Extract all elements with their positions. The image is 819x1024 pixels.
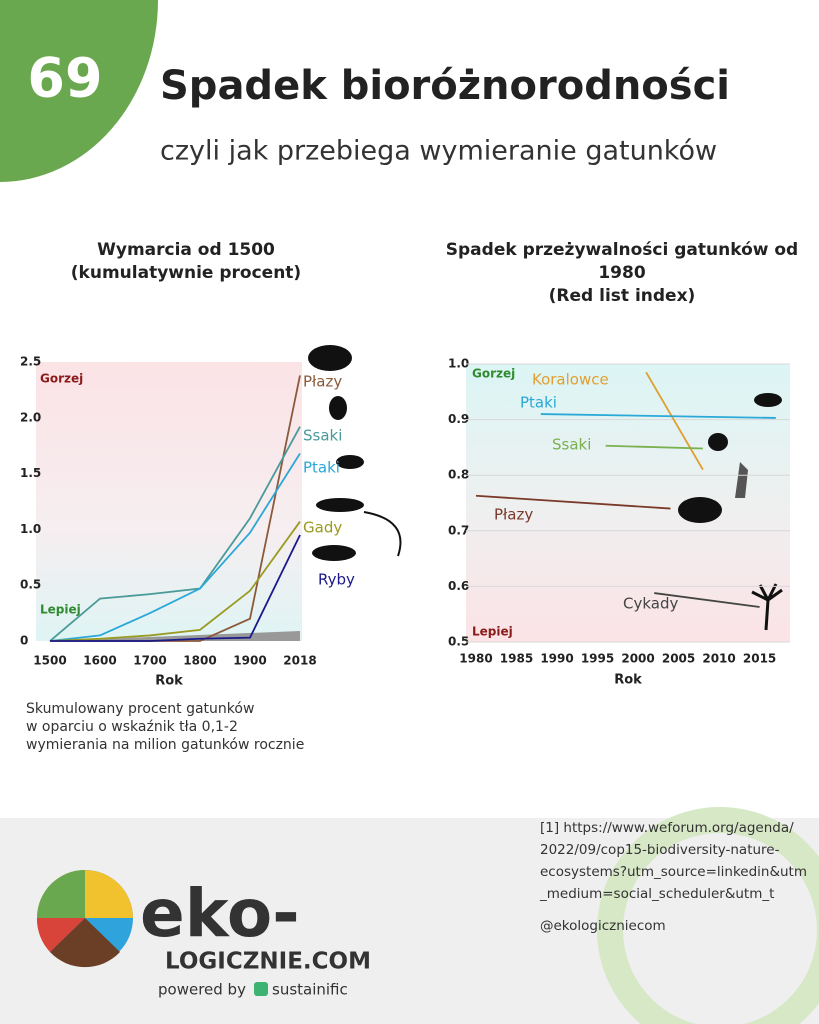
chart-note: Skumulowany procent gatunków [26, 701, 254, 717]
x-axis-label: Rok [614, 673, 642, 688]
y-tick-label: 0.9 [448, 412, 469, 426]
y-tick-label: 2.0 [20, 410, 41, 424]
chart-title: Spadek przeżywalności gatunków od [446, 240, 798, 260]
series-line [49, 426, 301, 642]
silhouettes [308, 345, 783, 631]
x-tick-label: 1995 [581, 652, 614, 666]
series-line [645, 371, 704, 471]
series-label: Ryby [318, 571, 355, 589]
annotation: Lepiej [472, 625, 513, 639]
chart-title: 1980 [598, 263, 645, 283]
page-title: Spadek bioróżnorodności [160, 63, 730, 109]
series-label: Płazy [494, 506, 533, 524]
y-tick-label: 2.5 [20, 355, 41, 369]
series-line [475, 494, 671, 510]
series-line [50, 534, 301, 642]
page-subtitle: czyli jak przebiega wymieranie gatunków [160, 136, 717, 167]
x-tick-label: 1500 [33, 654, 66, 668]
y-tick-label: 0.5 [448, 635, 469, 649]
reference-line: ecosystems?utm_source=linkedin&utm [540, 864, 807, 880]
annotation: Gorzej [472, 367, 515, 381]
plot-bg [466, 364, 790, 642]
chart-title: Wymarcia od 1500 [97, 240, 275, 260]
series-label: Koralowce [532, 371, 609, 389]
brand: sustainific [272, 981, 348, 999]
series-label: Ptaki [303, 459, 340, 477]
x-tick-label: 1900 [233, 654, 266, 668]
footer-band [0, 818, 819, 1024]
x-tick-label: 1990 [540, 652, 573, 666]
logo-sub: LOGICZNIE.COM [165, 949, 371, 975]
annotation: Gorzej [40, 372, 83, 386]
reference-line: [1] https://www.weforum.org/agenda/ [540, 820, 794, 836]
chart-title: (kumulatywnie procent) [71, 263, 301, 283]
page-number: 69 [27, 47, 102, 110]
y-tick-label: 0.5 [20, 578, 41, 592]
x-tick-label: 2018 [283, 654, 316, 668]
series-label: Cykady [623, 595, 678, 613]
x-tick-label: 1600 [83, 654, 116, 668]
header-corner [0, 0, 158, 182]
x-tick-label: 2000 [621, 652, 654, 666]
y-tick-label: 0.8 [448, 468, 469, 482]
brand-icon [254, 982, 268, 996]
y-tick-label: 1.0 [20, 522, 41, 536]
x-tick-label: 1700 [133, 654, 166, 668]
chart-title: (Red list index) [549, 286, 696, 306]
x-axis-label: Rok [155, 674, 183, 689]
powered-by: powered by [158, 981, 246, 999]
series-label: Ptaki [520, 394, 557, 412]
chart-note: w oparciu o wskaźnik tła 0,1-2 [26, 719, 238, 735]
x-tick-label: 2005 [662, 652, 695, 666]
series-line [654, 592, 760, 608]
plot-bg [36, 362, 302, 641]
series-label: Gady [303, 519, 342, 537]
x-tick-label: 2015 [743, 652, 776, 666]
series-line [605, 444, 703, 450]
logo-main: eko- [140, 875, 300, 952]
chart-note: wymierania na milion gatunków rocznie [26, 737, 304, 753]
reference-line: 2022/09/cop15-biodiversity-nature- [540, 842, 780, 858]
series-label: Płazy [303, 373, 342, 391]
series-line [49, 521, 301, 642]
series-label: Ssaki [303, 427, 342, 445]
logo-part [50, 918, 120, 968]
series-label: Ssaki [552, 436, 591, 454]
series-line [540, 413, 776, 419]
series-line [49, 453, 301, 642]
deco-arc [597, 807, 819, 1024]
y-tick-label: 0.6 [448, 579, 469, 593]
reference-line: _medium=social_scheduler&utm_t [539, 886, 774, 902]
y-tick-label: 1.5 [20, 466, 41, 480]
x-tick-label: 1980 [459, 652, 492, 666]
logo-part [36, 918, 85, 952]
x-tick-label: 1800 [183, 654, 216, 668]
y-tick-label: 0.7 [448, 523, 469, 537]
y-tick-label: 1.0 [448, 357, 469, 371]
annotation: Lepiej [40, 603, 81, 617]
logo-part [37, 870, 85, 918]
y-tick-label: 0 [20, 634, 28, 648]
x-tick-label: 2010 [702, 652, 735, 666]
x-tick-label: 1985 [500, 652, 533, 666]
handle: @ekologiczniecom [540, 918, 666, 934]
